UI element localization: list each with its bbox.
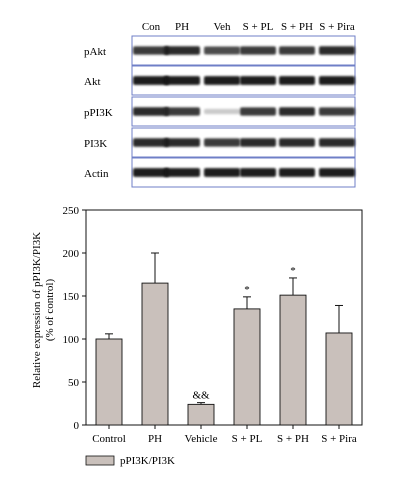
y-tick-label: 250: [63, 205, 80, 217]
x-tick-label-ph: PH: [148, 433, 162, 445]
blot-band: [133, 76, 169, 85]
bar-control: [95, 338, 123, 426]
blot-band: [279, 168, 315, 177]
y-tick-label: 0: [74, 420, 80, 432]
x-tick-label-vehicle: Vehicle: [185, 433, 218, 445]
bar-s-ph: [279, 294, 307, 426]
y-tick-label: 200: [63, 248, 80, 260]
lane-header-s-ph: S + PH: [281, 21, 313, 33]
blot-band: [240, 168, 276, 177]
blot-band: [279, 107, 315, 116]
blot-band: [319, 76, 355, 85]
legend-label: pPI3K/PI3K: [120, 455, 175, 467]
blot-band: [133, 46, 169, 55]
lane-header-ph: PH: [175, 21, 189, 33]
x-tick-label-s-pira: S + Pira: [321, 433, 357, 445]
bar-s-pl: [233, 308, 261, 426]
blot-band: [133, 138, 169, 147]
blot-band: [133, 107, 169, 116]
lane-header-s-pl: S + PL: [243, 21, 274, 33]
blot-band: [204, 168, 240, 177]
blot-row-label: Akt: [84, 76, 101, 88]
blot-row-label: pAkt: [84, 46, 106, 58]
lane-header-veh: Veh: [213, 21, 231, 33]
blot-band: [279, 138, 315, 147]
x-tick-label-control: Control: [92, 433, 126, 445]
blot-band: [240, 138, 276, 147]
plot-frame: [85, 209, 363, 426]
bar-s-pira: [325, 332, 353, 426]
bar-vehicle: [187, 403, 215, 426]
blot-band: [240, 76, 276, 85]
x-tick-label-s-pl: S + PL: [232, 433, 263, 445]
blot-band: [204, 108, 240, 115]
blot-band: [204, 76, 240, 85]
y-axis-label-line-2: (% of control): [44, 279, 56, 342]
blot-row-akt: Akt: [84, 65, 356, 96]
blot-band: [319, 107, 355, 116]
blot-row-label: PI3K: [84, 138, 107, 150]
blot-band: [319, 46, 355, 55]
blot-row-label: pPI3K: [84, 107, 113, 119]
blot-row-ppi3k: pPI3K: [84, 96, 356, 127]
blot-band: [240, 46, 276, 55]
blot-band: [319, 138, 355, 147]
blot-row-label: Actin: [84, 168, 109, 180]
blot-band: [133, 168, 169, 177]
blot-row-actin: Actin: [84, 157, 356, 188]
significance-annotation: *: [244, 284, 250, 296]
blot-band: [319, 168, 355, 177]
blot-band: [240, 107, 276, 116]
y-tick-label: 50: [68, 377, 80, 389]
blot-band: [279, 46, 315, 55]
y-axis-label-line-1: Relative expression of pPI3K/PI3K: [31, 232, 43, 388]
western-blot-panel: Con PH Veh S + PL S + PH S + Pira pAkt Akt pPI3…: [84, 21, 356, 188]
lane-header-s-pira: S + Pira: [319, 21, 355, 33]
blot-band: [164, 107, 200, 116]
x-tick-label-s-ph: S + PH: [277, 433, 309, 445]
lane-header-con: Con: [142, 21, 161, 33]
blot-row-pi3k: PI3K: [84, 127, 356, 158]
chart-legend: pPI3K/PI3K: [85, 455, 175, 467]
blot-band: [279, 76, 315, 85]
blot-row-pakt: pAkt: [84, 35, 356, 66]
significance-annotation: *: [290, 265, 296, 277]
bar-ph: [141, 282, 169, 426]
blot-band: [164, 168, 200, 177]
bar-chart: && * * 0 50 100 150 200 250 Control PH Vehicle S +…: [31, 205, 363, 467]
blot-band: [164, 76, 200, 85]
significance-annotation: &&: [192, 390, 210, 402]
y-tick-label: 150: [63, 291, 80, 303]
blot-band: [204, 138, 240, 147]
y-tick-label: 100: [63, 334, 80, 346]
blot-band: [164, 138, 200, 147]
chart-axes: [85, 209, 363, 426]
blot-band: [164, 46, 200, 55]
legend-swatch: [85, 455, 115, 466]
blot-band: [204, 46, 240, 55]
